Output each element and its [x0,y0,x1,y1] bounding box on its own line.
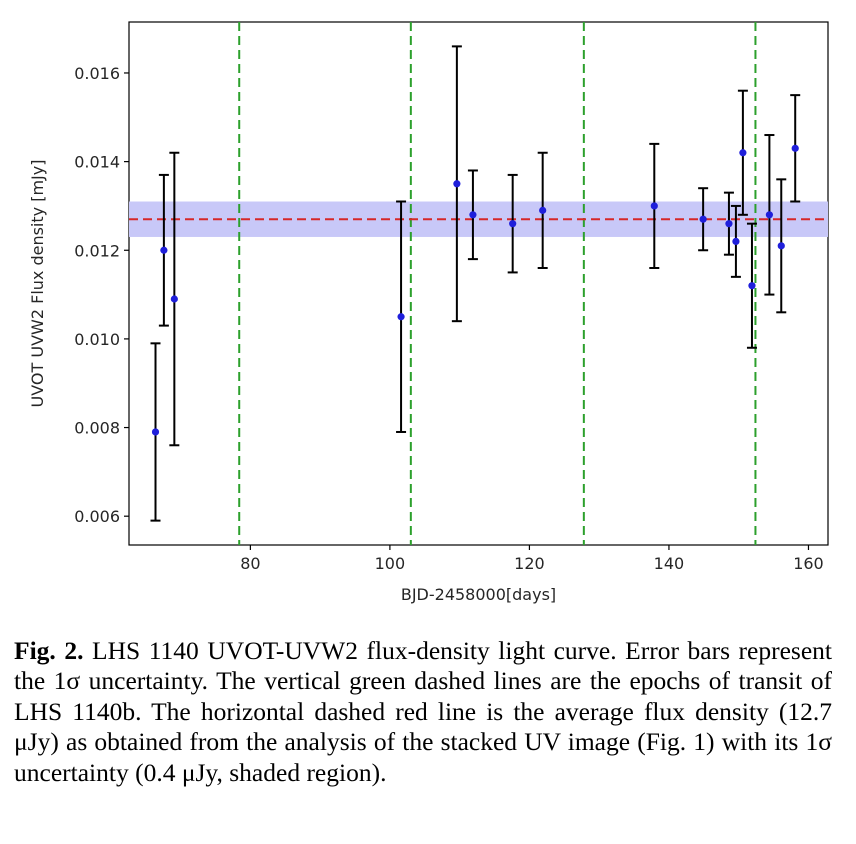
y-tick-label: 0.008 [74,419,120,438]
y-tick-label: 0.006 [74,507,120,526]
caption-text: LHS 1140 UVOT-UVW2 flux-density light cu… [14,636,832,787]
plot-frame [128,21,829,546]
y-tick-label: 0.012 [74,241,120,260]
data-point [160,246,168,254]
data-point [732,237,740,245]
x-tick-label: 160 [793,554,824,573]
data-point [650,202,658,210]
x-tick-label: 80 [240,554,260,573]
data-point [397,313,405,321]
data-point [469,211,477,219]
data-point [170,295,178,303]
data-point [739,149,747,157]
data-point [748,282,756,290]
x-axis-label: BJD-2458000[days] [401,585,556,604]
data-point [725,220,733,228]
light-curve-figure: 80 100 120 140 160 0.006 0.008 0.010 0.012 0.014… [28,21,829,604]
caption-label: Fig. 2. [14,636,84,665]
y-axis-label: UVOT UVW2 Flux density [mJy] [28,160,47,408]
x-tick-label: 120 [514,554,545,573]
data-point [509,220,517,228]
data-point [151,428,160,436]
y-tick-label: 0.016 [74,64,120,83]
x-tick-label: 140 [654,554,685,573]
y-tick-label: 0.010 [74,330,120,349]
data-point [699,215,707,223]
x-tick-label: 100 [375,554,406,573]
figure-caption: Fig. 2. LHS 1140 UVOT-UVW2 flux-density … [14,636,832,788]
y-tick-label: 0.014 [74,153,120,172]
light-curve-chart: 80 100 120 140 160 0.006 0.008 0.010 0.012 0.014… [28,21,829,604]
data-point [539,206,547,214]
data-point [791,144,799,152]
data-point [453,180,461,188]
data-point [765,211,774,219]
data-point [777,242,785,250]
